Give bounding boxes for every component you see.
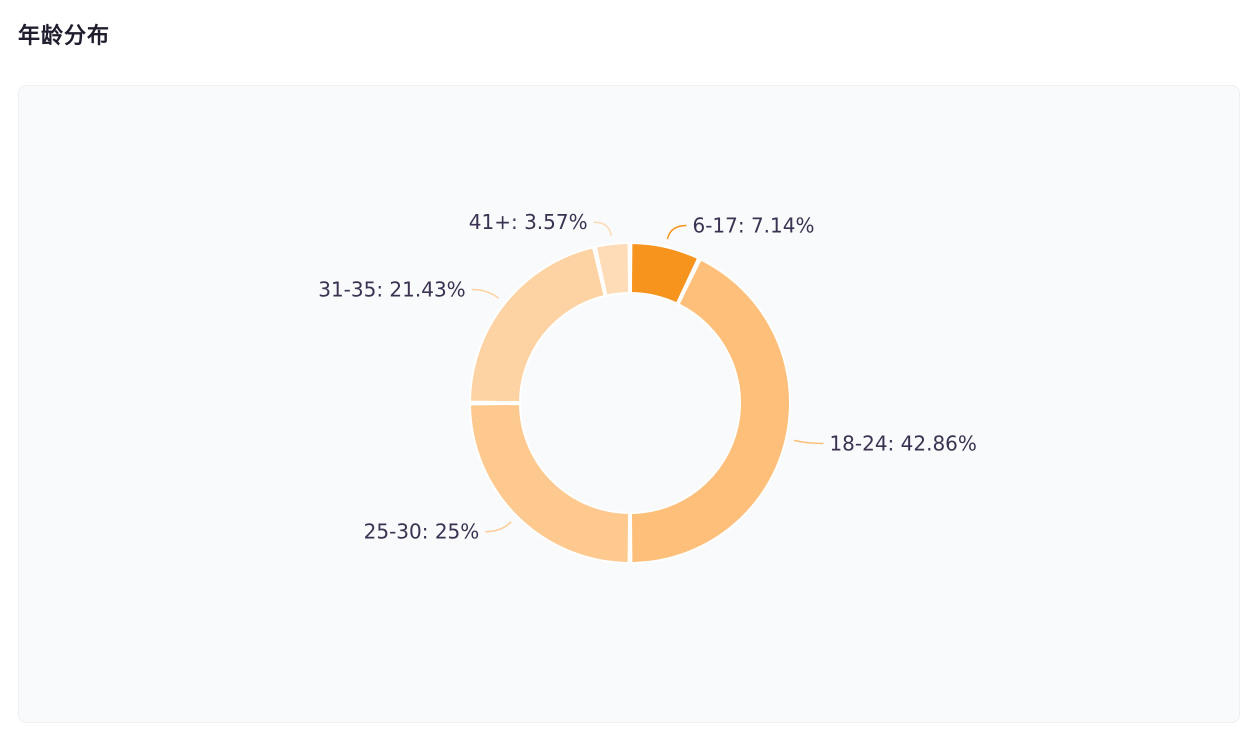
donut-slice-41+[interactable] [594,241,631,297]
leader-line-18-24 [793,439,824,445]
leader-line-6-17 [666,224,687,240]
slice-label-41+: 41+: 3.57% [469,210,588,234]
chart-card [18,85,1240,723]
page-title: 年龄分布 [18,24,111,49]
slice-label-25-30: 25-30: 25% [364,520,480,544]
donut-slice-18-24[interactable] [629,258,791,565]
slice-label-6-17: 6-17: 7.14% [692,214,814,238]
leader-line-31-35 [471,288,500,299]
donut-slice-6-17[interactable] [629,241,700,305]
leader-line-25-30 [485,521,512,533]
leader-line-41+ [593,221,612,237]
slice-label-18-24: 18-24: 42.86% [829,431,976,455]
donut-slice-31-35[interactable] [468,246,606,404]
donut-slice-25-30[interactable] [468,402,631,565]
slice-label-31-35: 31-35: 21.43% [318,278,465,302]
